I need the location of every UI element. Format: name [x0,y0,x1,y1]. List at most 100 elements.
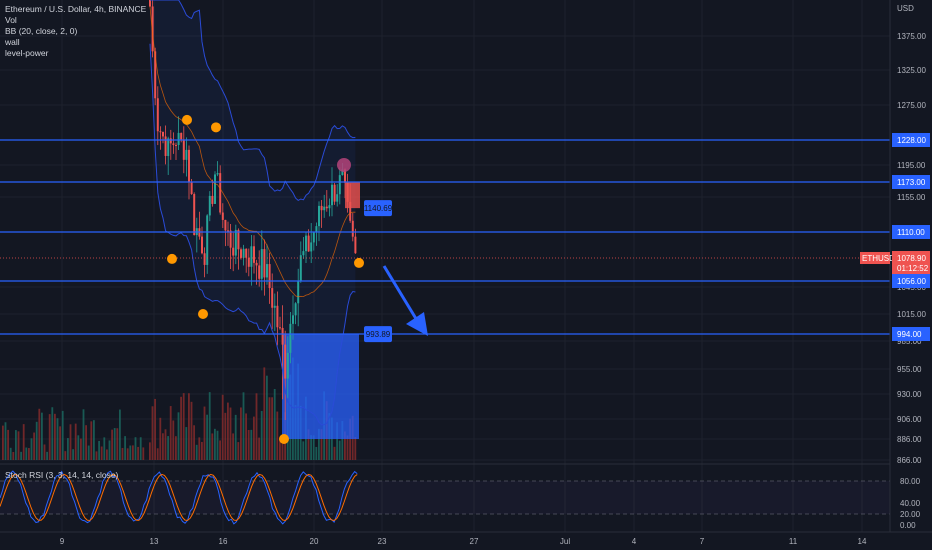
candle-body [276,305,279,328]
volume-bar [33,432,35,460]
volume-bar [22,424,25,460]
candle-body [349,201,352,221]
candle-body [279,327,281,329]
volume-bar [46,451,48,460]
candle-body [169,138,172,144]
signal-marker [198,309,208,319]
time-tick-label: 7 [700,537,705,546]
volume-bar [151,406,154,460]
price-tick-label: 1275.00 [897,101,926,110]
volume-bar [30,438,33,460]
signal-marker [211,122,221,133]
signal-marker [167,253,177,264]
volume-bar [41,412,43,460]
candle-body [154,51,157,99]
signal-marker [182,114,192,125]
volume-bar [255,393,258,460]
volume-bar [208,392,211,460]
volume-bar [258,437,260,460]
volume-bar [82,409,85,460]
level-badge [892,175,930,189]
level-badge-text: 994.00 [897,330,922,339]
level-badge [892,274,930,288]
stoch-k-line [0,470,358,525]
candle-body [216,173,219,175]
volume-bar [250,429,253,460]
symbol-badge [860,252,890,264]
rsi-legend[interactable]: Stoch RSI (3, 3, 14, 14, close) [5,470,119,480]
candle-body [273,305,276,308]
volume-bar [193,425,195,460]
annotation-tag [364,326,392,343]
price-tick-label: 886.00 [897,435,922,444]
legend-wall[interactable]: wall [5,37,20,47]
volume-bar [74,423,77,460]
level-badge [892,133,930,147]
volume-bar [124,436,126,460]
volume-bar [268,397,271,460]
time-axis[interactable]: 9 13 16 20 23 27 Jul 4 7 11 14 [0,531,932,550]
candle-body [221,212,224,220]
volume-bar [175,436,177,460]
volume-bar [69,424,72,460]
volume-bar [333,446,336,460]
candle-body [211,195,214,204]
volume-bar [90,421,93,460]
volume-bar [216,430,219,460]
candle-body [325,206,328,209]
time-tick-label: 14 [858,537,867,546]
price-tick-label: 906.00 [897,415,922,424]
target-zone [282,182,360,439]
volume-bar [98,440,100,460]
price-tick-label: 1195.00 [897,161,926,170]
price-tick-label: 1015.00 [897,310,926,319]
volume-bar [318,428,320,460]
volume-bar [320,429,323,460]
volume-bar [142,447,145,460]
candle-body [177,132,180,146]
volume-bar [266,375,268,460]
volume-bar [80,438,82,460]
level-badge [892,327,930,341]
candle-body [260,249,263,279]
legend-level-power[interactable]: level-power [5,48,49,58]
volume-bar [59,426,61,460]
candle-body [258,265,261,279]
bb-lower-line [149,43,356,426]
price-tick-label: 985.00 [897,337,922,346]
candle-body [250,246,253,267]
volume-bar [198,437,201,460]
time-tick-label: 13 [150,537,159,546]
candle-body [182,139,185,160]
candle-body [351,220,354,237]
legend-bb[interactable]: BB (20, close, 2, 0) [5,26,78,36]
volume-bar [108,440,111,460]
rsi-tick-label: 80.00 [900,477,921,486]
last-price-text: 1078.90 [897,254,926,263]
legend-vol[interactable]: Vol [5,15,17,25]
candle-body [219,173,222,213]
candle-body [185,149,188,160]
candle-body [346,182,349,202]
annotation-tag-text: 993.89 [366,330,391,339]
candle-body [333,184,336,202]
candle-body [240,249,242,258]
candle-body [175,144,177,146]
candle-body [156,98,159,132]
volume-bar [240,407,242,460]
volume-bar [93,420,95,460]
volume-bar [188,393,190,460]
volume-bar [172,420,175,460]
legend-symbol[interactable]: Ethereum / U.S. Dollar, 4h, BINANCE [5,4,147,14]
volume-bar [116,428,119,460]
volume-bar [279,441,281,460]
candle-body [336,194,339,202]
candle-body [234,229,237,256]
volume-bar [214,428,216,460]
volume-bar [224,412,227,460]
volume-bar [354,437,357,460]
volume-bar [302,441,305,460]
volume-bar [338,440,341,460]
volume-bar [103,437,106,460]
